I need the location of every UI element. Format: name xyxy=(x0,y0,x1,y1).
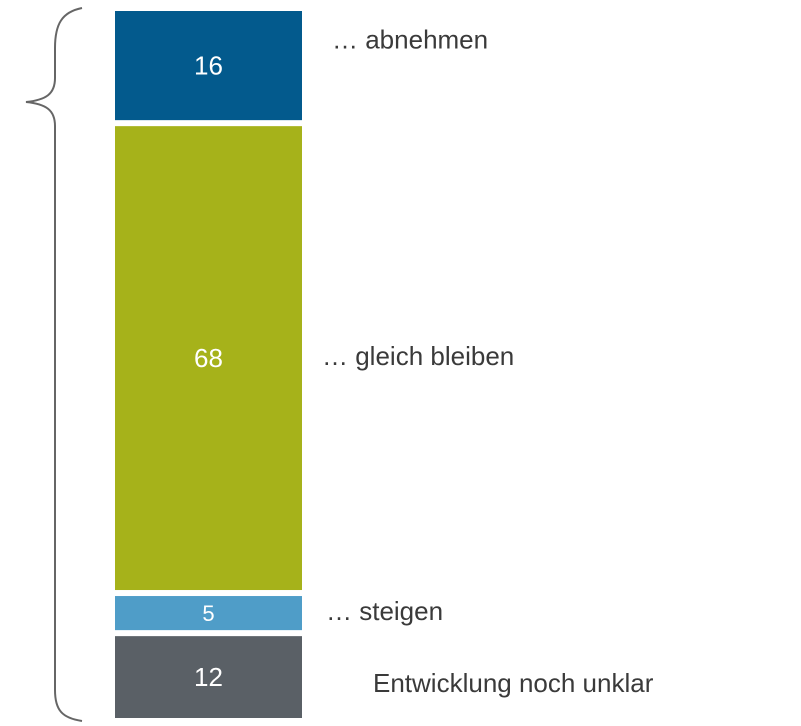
value-label: 5 xyxy=(202,601,214,626)
bar-segment xyxy=(115,126,302,591)
series-label: Entwicklung noch unklar xyxy=(373,668,654,698)
value-label: 68 xyxy=(194,343,223,373)
bar-segment xyxy=(115,11,302,121)
value-label: 12 xyxy=(194,662,223,692)
series-label: … steigen xyxy=(326,596,443,626)
series-label: … abnehmen xyxy=(332,24,488,54)
series-label: … gleich bleiben xyxy=(322,341,514,371)
bar-segment xyxy=(115,636,302,718)
brace xyxy=(25,7,83,722)
value-label: 16 xyxy=(194,50,223,80)
bar-segment xyxy=(115,596,302,631)
